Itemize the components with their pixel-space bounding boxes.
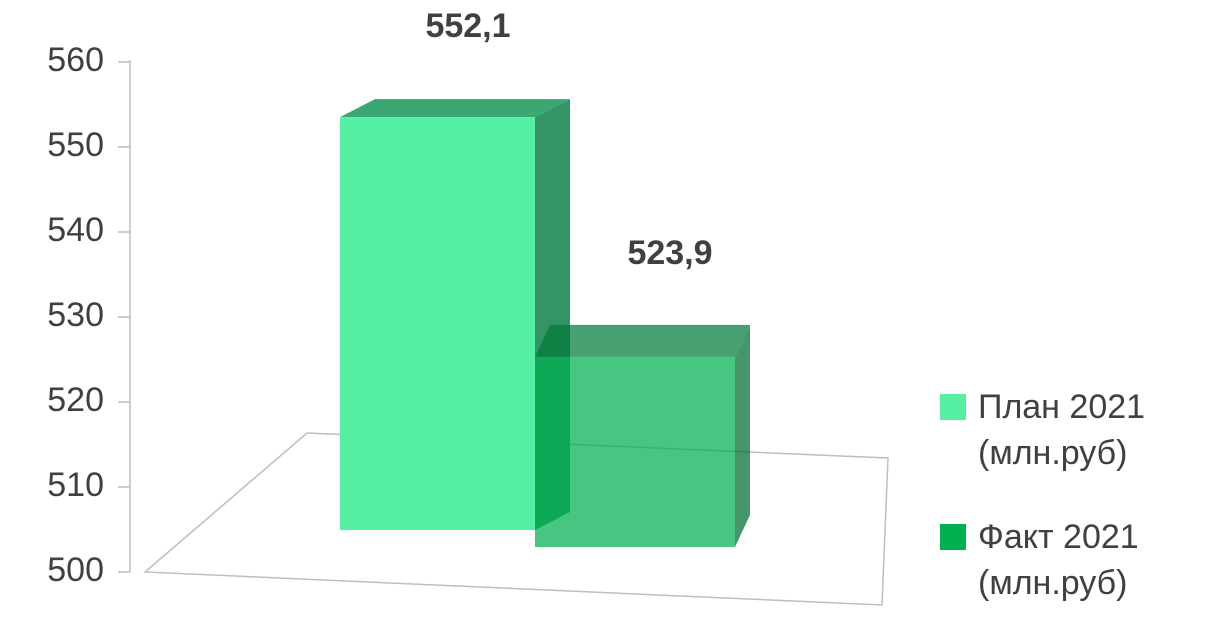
legend-label: План 2021 (млн.руб) [978,388,1146,472]
y-tick-label: 530 [47,296,104,334]
y-tick-label: 500 [47,551,104,589]
y-tick-label: 510 [47,466,104,504]
y-tick-label: 550 [47,126,104,164]
legend-swatch [940,394,966,420]
bar-top [340,99,570,118]
legend-swatch [940,524,966,550]
bar [340,117,535,531]
data-label: 523,9 [627,234,712,272]
bar-side [735,324,750,547]
bar [535,356,735,547]
legend-item: Факт 2021 (млн.руб) [940,514,1200,606]
floor [143,432,889,606]
legend-item: План 2021 (млн.руб) [940,384,1200,476]
y-tick-label: 560 [47,41,104,79]
legend-label: Факт 2021 (млн.руб) [978,518,1139,602]
y-tick-label: 540 [47,211,104,249]
bar-top [535,324,750,357]
data-label: 552,1 [425,7,510,45]
y-tick-label: 520 [47,381,104,419]
